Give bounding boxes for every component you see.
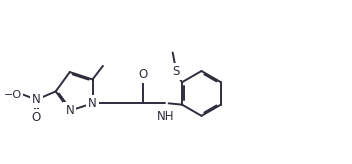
Text: −O: −O xyxy=(4,90,22,100)
Text: S: S xyxy=(172,65,180,78)
Text: NH: NH xyxy=(157,110,174,123)
Text: O: O xyxy=(138,68,147,81)
Text: N: N xyxy=(65,104,74,117)
Text: N: N xyxy=(88,97,97,110)
Text: O: O xyxy=(32,112,41,124)
Text: N: N xyxy=(32,93,41,106)
